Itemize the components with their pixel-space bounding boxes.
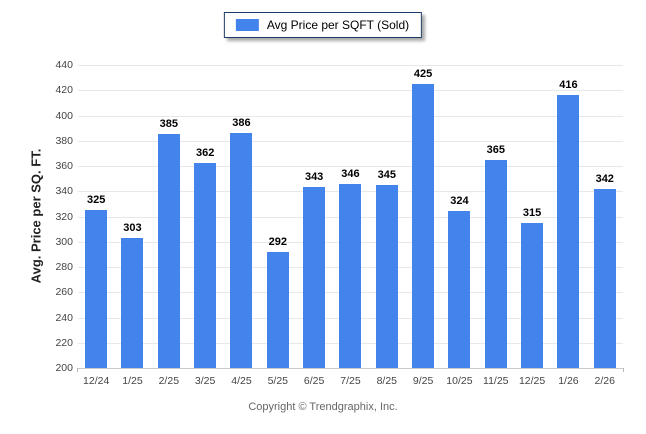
bar-value-label: 425 [413,67,433,80]
gridline [78,368,623,369]
bar-slot: 325 [78,65,114,368]
gridline [78,115,623,117]
x-tick-label: 6/25 [303,375,325,387]
y-tick-label: 200 [55,362,73,374]
bar-value-label: 386 [232,117,251,130]
bar-slot: 425 [405,65,441,368]
y-tick-label: 320 [55,210,73,223]
bar-12/24 [85,210,108,368]
bar-value-label: 346 [341,167,360,180]
x-tick-label: 10/25 [446,375,473,387]
bar-slot: 292 [260,65,296,368]
bar-value-label: 325 [86,194,106,207]
x-axis-left-tick [77,368,78,372]
bar-6/25 [303,187,326,368]
bar-value-label: 292 [268,235,287,248]
bar-4/25 [230,133,253,368]
x-tick-label: 1/26 [558,375,579,387]
bar-value-label: 343 [304,171,324,184]
bar-2/26 [593,188,616,368]
chart-legend: Avg Price per SQFT (Sold) [223,12,423,38]
y-tick-label: 400 [55,109,73,122]
bar-11/25 [484,159,507,368]
legend-label: Avg Price per SQFT (Sold) [266,18,410,32]
bar-1/25 [121,237,144,368]
bar-12/25 [521,222,544,368]
x-axis-tick-labels: 12/24 1/25 2/25 3/25 4/25 5/25 6/25 7/25 8/25 9/2… [78,375,623,387]
bar-slot: 385 [151,65,187,368]
bar-10/25 [448,211,471,368]
y-tick-label: 360 [55,160,73,172]
bar-slot: 315 [514,65,550,368]
x-tick-label: 1/25 [122,375,143,387]
x-tick-label: 12/24 [83,375,110,387]
bar-value-label: 385 [159,118,178,131]
y-tick-label: 260 [55,286,73,299]
bar-1/26 [557,95,580,368]
x-axis-right-tick [623,368,624,372]
bar-value-label: 362 [195,147,215,160]
y-tick-label: 280 [55,261,73,273]
x-tick-label: 2/25 [158,375,180,387]
bar-value-label: 315 [522,206,542,219]
copyright-text: Copyright © Trendgraphix, Inc. [248,401,398,413]
bar-value-label: 342 [595,172,614,185]
bar-7/25 [339,183,362,368]
bar-value-label: 324 [450,195,469,208]
bar-slot: 365 [478,65,514,368]
gridline [78,140,623,142]
bars-layer: 325 303 385 362 386 292 343 346 345 425 324 365 315 4… [78,65,623,368]
x-tick-label: 9/25 [412,375,434,387]
bar-slot: 303 [114,65,150,368]
bar-5/25 [266,251,289,368]
y-tick-label: 380 [55,134,73,147]
bar-value-label: 345 [377,168,396,181]
bar-slot: 416 [550,65,586,368]
bar-slot: 343 [296,65,332,368]
x-tick-label: 11/25 [483,375,509,387]
y-tick-label: 220 [55,336,73,349]
bar-slot: 346 [332,65,368,368]
legend-swatch [235,19,259,31]
x-tick-label: 7/25 [340,375,361,387]
x-tick-label: 2/26 [594,375,615,387]
y-tick-label: 420 [55,84,73,97]
bar-9/25 [412,83,435,368]
y-axis-tick-labels: 440 420 400 380 360 340 320 300 280 260 240 220 200 [0,59,73,374]
gridline [78,90,623,92]
y-tick-label: 440 [55,59,73,71]
y-tick-label: 240 [55,311,73,324]
bar-slot: 342 [587,65,623,368]
gridline [78,65,623,66]
bar-slot: 362 [187,65,223,368]
plot-area: 325 303 385 362 386 292 343 346 345 425 324 365 315 4… [77,65,624,372]
x-tick-label: 12/25 [518,375,546,387]
bar-value-label: 365 [486,143,505,156]
bar-value-label: 303 [123,221,142,234]
x-tick-label: 5/25 [267,375,289,387]
x-tick-label: 8/25 [376,375,397,387]
x-tick-label: 3/25 [194,375,216,387]
bar-slot: 345 [369,65,405,368]
y-tick-label: 340 [55,185,73,198]
bar-3/25 [194,163,217,368]
bar-8/25 [375,184,398,368]
bar-2/25 [157,134,180,368]
bar-slot: 324 [441,65,477,368]
gridline [78,166,623,167]
x-tick-label: 4/25 [231,375,252,387]
bar-value-label: 416 [559,79,578,92]
y-tick-label: 300 [55,235,73,248]
bar-slot: 386 [223,65,259,368]
